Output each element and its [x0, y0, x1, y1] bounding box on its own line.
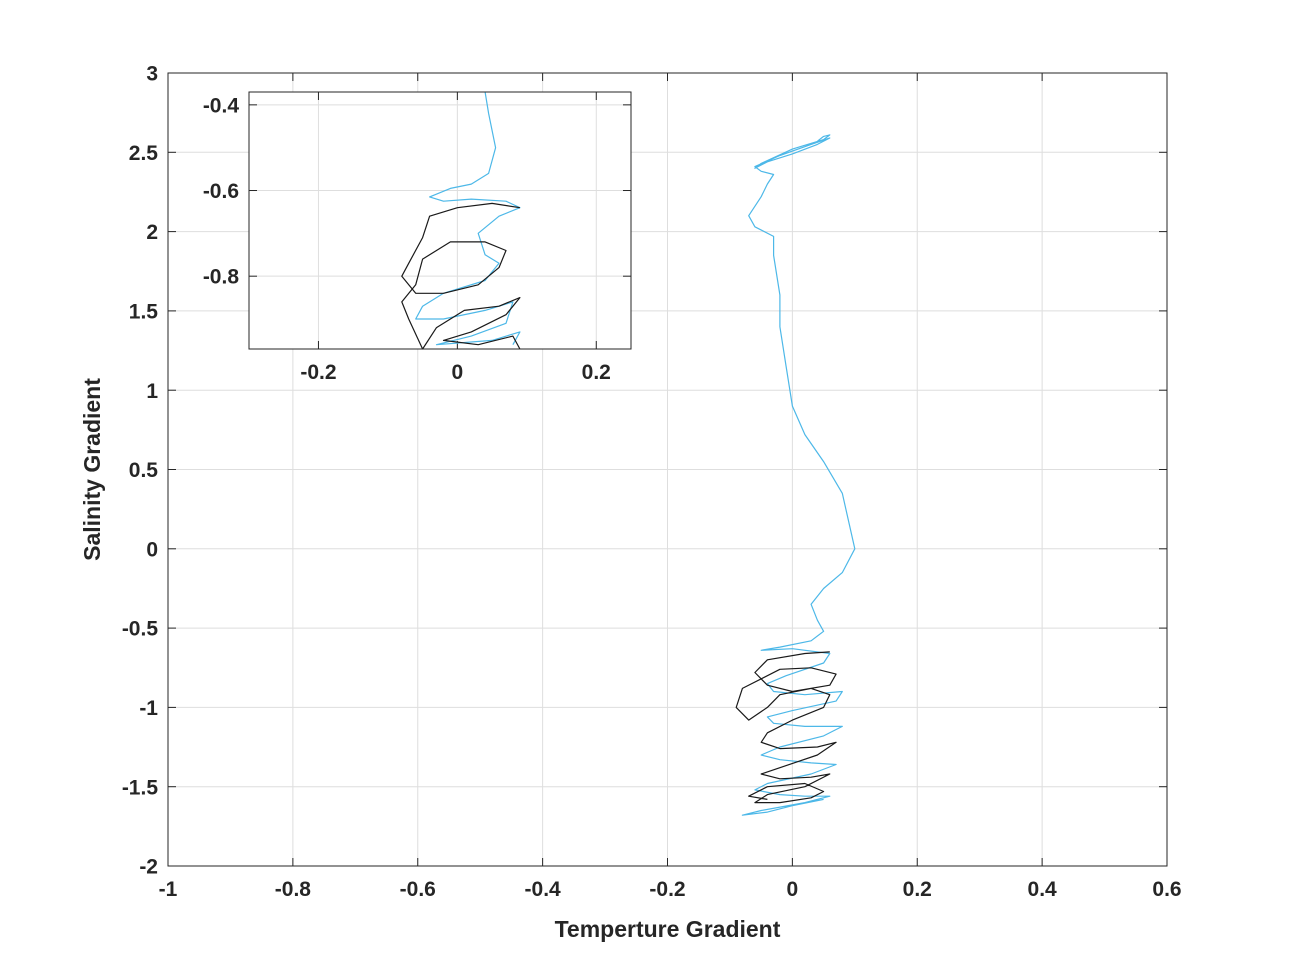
main-y-tick-label: 1.5: [129, 300, 159, 323]
main-series: [735, 134, 856, 816]
main-y-tick-label: 2: [146, 221, 158, 244]
inset-x-tick-label: 0.2: [582, 361, 611, 384]
main-series-1-line: [735, 651, 837, 804]
inset-grid: [249, 92, 631, 349]
inset-y-tick-label: -0.6: [203, 180, 239, 203]
main-y-tick-label: 2.5: [129, 142, 159, 165]
main-y-tick-label: -1.5: [122, 776, 159, 799]
inset-plot-area: [249, 92, 631, 349]
main-y-tick-labels: -2 -1.5 -1 -0.5 0 0.5 1 1.5 2 2.5 3: [122, 63, 159, 879]
inset-series-1-line: [401, 202, 521, 350]
main-x-tick-label: 0.4: [1028, 878, 1058, 901]
main-x-tick-label: -0.8: [275, 878, 312, 901]
main-x-tick-label: 0.6: [1152, 878, 1181, 901]
inset-x-tick-label: -0.2: [300, 361, 336, 384]
main-y-tick-label: 3: [146, 63, 158, 86]
inset-series-0-line: [415, 91, 521, 346]
main-x-tick-label: 0.2: [903, 878, 932, 901]
main-x-tick-label: -0.2: [649, 878, 685, 901]
main-y-tick-label: 0.5: [129, 459, 159, 482]
main-x-tick-label: -0.4: [525, 878, 562, 901]
main-y-tick-label: -1: [139, 697, 158, 720]
main-y-tick-label: -0.5: [122, 618, 159, 641]
x-axis-label: Temperture Gradient: [555, 916, 781, 942]
main-series-0-line: [741, 134, 856, 816]
inset-x-tick-label: 0: [452, 361, 464, 384]
main-y-tick-label: 0: [146, 538, 158, 561]
main-x-tick-label: -1: [159, 878, 178, 901]
inset-x-tick-labels: -0.2 0 0.2: [300, 361, 611, 384]
main-x-tick-label: -0.6: [400, 878, 436, 901]
y-axis-label: Salinity Gradient: [79, 378, 105, 561]
inset-plot: -0.2 0 0.2 -0.8 -0.6 -0.4: [203, 91, 632, 384]
main-y-tick-label: -2: [139, 856, 158, 879]
main-x-tick-labels: -1 -0.8 -0.6 -0.4 -0.2 0 0.2 0.4 0.6: [159, 878, 1182, 901]
inset-y-tick-label: -0.8: [203, 266, 240, 289]
main-plot-frame: [167, 72, 1168, 867]
inset-y-tick-labels: -0.8 -0.6 -0.4: [203, 94, 240, 288]
main-x-tick-label: 0: [787, 878, 799, 901]
inset-plot-frame: [248, 91, 632, 350]
inset-series: [401, 91, 521, 350]
inset-y-tick-label: -0.4: [203, 94, 240, 117]
main-y-tick-label: 1: [146, 380, 158, 403]
